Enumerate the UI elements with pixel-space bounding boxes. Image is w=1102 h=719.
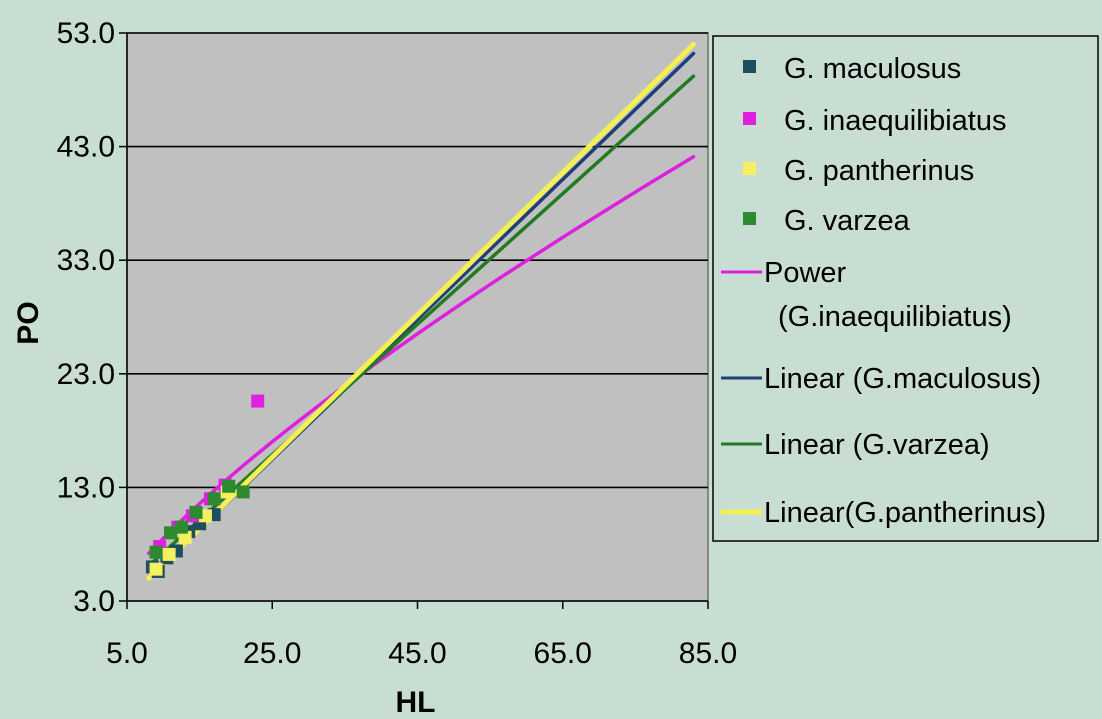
data-point [149,562,163,576]
legend-label: G. pantherinus [784,155,974,187]
x-tick-label: 65.0 [534,637,592,670]
trendline [147,155,696,556]
trendline [150,74,696,565]
legend-marker [743,212,756,225]
x-tick-label: 25.0 [243,637,301,670]
y-tick-label: 33.0 [57,244,115,277]
y-tick-label: 43.0 [57,131,115,164]
legend-label: Power [764,257,847,289]
legend-box [712,35,1099,542]
data-point [162,547,176,561]
legend-label: Linear (G.maculosus) [764,363,1041,395]
data-point [251,394,265,408]
x-axis-title: HL [396,686,436,719]
y-tick-label: 3.0 [73,585,115,618]
legend-marker [743,112,756,125]
y-tick-label: 53.0 [57,17,115,50]
y-axis-title: PO [12,301,45,344]
legend-marker [743,60,756,73]
data-point [189,505,203,519]
legend-label: (G.inaequilibiatus) [778,301,1012,333]
data-point [222,479,236,493]
y-tick-label: 23.0 [57,358,115,391]
data-point [236,485,250,499]
x-tick-label: 85.0 [679,637,737,670]
data-point [207,492,221,506]
data-point [178,530,192,544]
legend-label: G. varzea [784,205,911,237]
data-point [174,520,188,534]
legend-label: G. inaequilibiatus [784,105,1006,137]
x-tick-label: 5.0 [106,637,148,670]
legend: G. maculosus G. inaequilibiatus G. panther… [712,35,1099,542]
legend-marker [743,162,756,175]
legend-label: G. maculosus [784,53,961,85]
legend-label: Linear (G.varzea) [764,429,990,461]
x-tick-label: 45.0 [388,637,446,670]
data-point [164,526,178,540]
data-point [149,545,163,559]
axes: 3.0 13.0 23.0 33.0 43.0 53.0 5.0 25.0 45.0 65.0 85… [57,17,738,670]
data-points [145,394,265,578]
gridlines [127,32,708,489]
legend-label: Linear(G.pantherinus) [764,497,1046,529]
y-tick-label: 13.0 [57,471,115,504]
